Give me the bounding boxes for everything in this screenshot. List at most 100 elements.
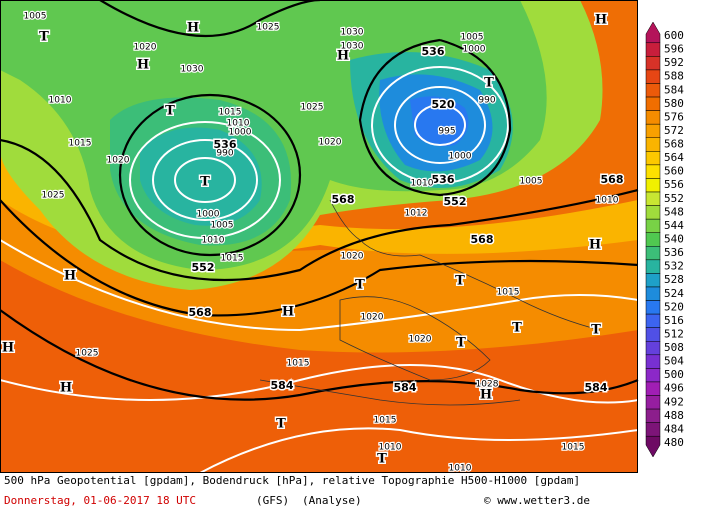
colorbar-label: 548 [664,205,684,218]
pressure-label: 1030 [181,65,204,75]
pressure-center: T [455,274,465,289]
pressure-center: H [595,13,607,28]
colorbar-swatch [645,137,661,152]
pressure-center: H [589,238,601,253]
colorbar-label: 504 [664,355,684,368]
pressure-label: 1015 [497,288,520,298]
pressure-label: 1028 [476,380,499,390]
pressure-label: 1010 [596,196,619,206]
pressure-label: 1005 [461,33,484,43]
colorbar-label: 524 [664,287,684,300]
colorbar-swatch [645,341,661,356]
colorbar-label: 572 [664,124,684,137]
pressure-label: 990 [216,149,233,159]
geopotential-label: 568 [601,173,624,186]
pressure-center: T [377,452,387,467]
pressure-label: 1010 [227,119,250,129]
colorbar-label: 580 [664,97,684,110]
pressure-label: 1025 [76,349,99,359]
colorbar-label: 492 [664,395,684,408]
pressure-label: 1005 [520,177,543,187]
colorbar-swatch [645,205,661,220]
colorbar-swatch [645,408,661,423]
colorbar-swatch [645,368,661,383]
pressure-label: 1010 [449,464,472,474]
pressure-label: 1015 [562,443,585,453]
colorbar-label: 588 [664,70,684,83]
pressure-center: H [2,341,14,356]
pressure-center: H [64,269,76,284]
pressure-center: T [456,336,466,351]
colorbar-swatch [645,395,661,410]
pressure-label: 1020 [409,335,432,345]
geopotential-label: 552 [192,261,215,274]
colorbar-swatch [645,422,661,437]
pressure-center: T [200,175,210,190]
geopotential-label: 568 [471,233,494,246]
colorbar-label: 488 [664,409,684,422]
geopotential-label: 536 [432,173,455,186]
colorbar-swatch [645,232,661,247]
pressure-label: 1020 [341,252,364,262]
footer-date: Donnerstag, 01-06-2017 18 UTC [4,494,196,507]
geopotential-label: 584 [394,381,417,394]
pressure-center: T [39,30,49,45]
pressure-label: 1010 [202,236,225,246]
pressure-label: 1015 [219,108,242,118]
colorbar-label: 480 [664,436,684,449]
geopotential-label: 536 [214,138,237,151]
pressure-center: H [337,49,349,64]
colorbar-label: 500 [664,368,684,381]
pressure-label: 1015 [287,359,310,369]
colorbar-swatch [645,21,661,44]
colorbar-swatch [645,178,661,193]
pressure-center: T [591,323,601,338]
colorbar-swatch [645,164,661,179]
colorbar-swatch [645,435,661,458]
pressure-center: H [187,21,199,36]
colorbar-label: 536 [664,246,684,259]
colorbar-label: 544 [664,219,684,232]
colorbar-label: 560 [664,165,684,178]
colorbar-label: 496 [664,382,684,395]
colorbar: 6005965925885845805765725685645605565525… [645,21,684,458]
pressure-center: T [484,76,494,91]
pressure-label: 1010 [379,443,402,453]
pressure-label: 1030 [341,28,364,38]
colorbar-swatch [645,83,661,98]
pressure-label: 1000 [229,128,252,138]
colorbar-label: 552 [664,192,684,205]
pressure-center: T [276,417,286,432]
colorbar-label: 584 [664,83,684,96]
colorbar-label: 564 [664,151,684,164]
pressure-label: 1020 [134,43,157,53]
pressure-center: T [165,104,175,119]
colorbar-swatch [645,286,661,301]
colorbar-label: 520 [664,300,684,313]
map-labels: 536 520 536 536 552 552 568 568 568 568 584 584 584 1… [0,10,625,475]
pressure-center: H [60,381,72,396]
colorbar-label: 540 [664,233,684,246]
colorbar-swatch [645,123,661,139]
pressure-label: 1030 [341,42,364,52]
footer-copyright: © www.wetter3.de [484,494,590,507]
colorbar-swatch [645,110,661,125]
colorbar-swatch [645,69,661,84]
colorbar-swatch [645,313,661,328]
colorbar-swatch [645,246,661,261]
colorbar-label: 516 [664,314,684,327]
pressure-label: 1010 [411,179,434,189]
geopotential-label: 520 [432,98,455,111]
pressure-label: 1005 [24,12,47,22]
pressure-label: 1020 [107,156,130,166]
pressure-center: T [512,321,522,336]
pressure-label: 1000 [197,210,220,220]
colorbar-label: 508 [664,341,684,354]
pressure-label: 1000 [449,152,472,162]
colorbar-swatch [645,151,661,166]
colorbar-swatch [645,42,661,57]
colorbar-label: 484 [664,422,684,435]
colorbar-swatch [645,381,661,396]
geopotential-label: 584 [271,379,294,392]
